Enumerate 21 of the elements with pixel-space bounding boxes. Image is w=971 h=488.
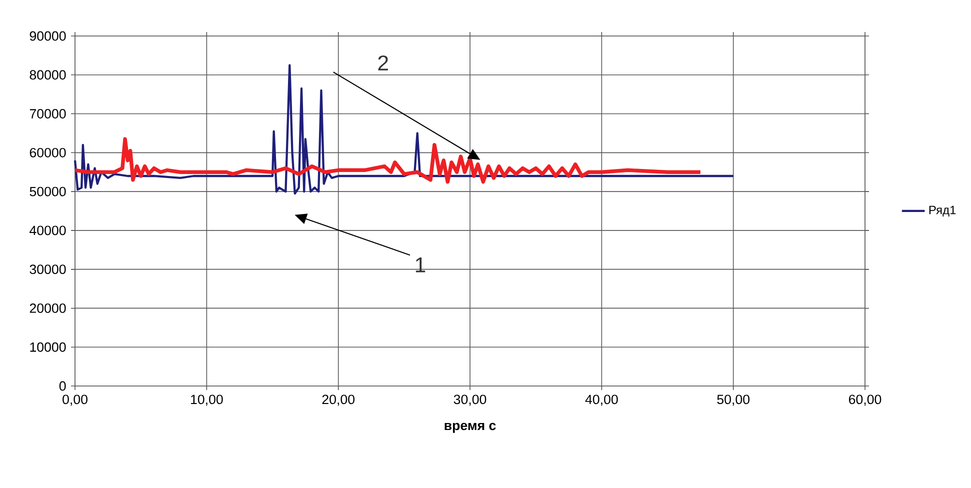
x-tick-label: 60,00 [848, 394, 882, 406]
legend-label: Ряд1 [929, 206, 956, 217]
y-tick-label: 20000 [30, 303, 66, 313]
y-tick-label: 90000 [30, 31, 66, 41]
annotation: 2 [378, 56, 388, 70]
annotation: 1 [416, 258, 426, 272]
y-tick-label: 80000 [30, 70, 66, 80]
x-tick-label: 0,00 [62, 394, 88, 406]
y-tick-label: 30000 [30, 264, 66, 274]
y-tick-label: 0 [59, 381, 66, 391]
y-tick-label: 70000 [30, 109, 66, 118]
y-tick-label: 60000 [30, 148, 66, 158]
y-tick-label: 50000 [30, 186, 66, 196]
x-tick-label: 20,00 [322, 394, 354, 406]
x-tick-label: 40,00 [585, 394, 618, 406]
x-tick-label: 30,00 [454, 394, 486, 406]
x-axis-title: время с [444, 422, 496, 433]
y-tick-label: 10000 [30, 342, 66, 352]
x-tick-label: 10,00 [191, 394, 223, 406]
x-tick-label: 50,00 [717, 394, 750, 406]
y-tick-label: 40000 [30, 226, 66, 236]
